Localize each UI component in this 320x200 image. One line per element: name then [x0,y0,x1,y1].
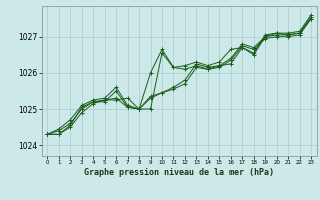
X-axis label: Graphe pression niveau de la mer (hPa): Graphe pression niveau de la mer (hPa) [84,168,274,177]
